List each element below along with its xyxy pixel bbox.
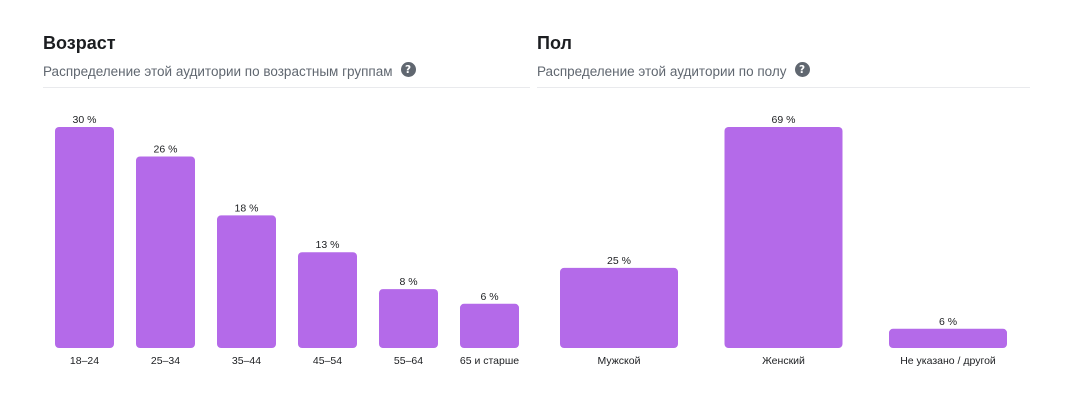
age-chart-title: Возраст	[43, 33, 116, 53]
gender-value-label: 25 %	[607, 255, 631, 267]
gender-divider	[537, 87, 1030, 88]
age-bar	[55, 127, 114, 348]
gender-category-label: Не указано / другой	[900, 355, 996, 367]
gender-bar	[889, 328, 1007, 348]
age-category-label: 25–34	[151, 355, 180, 367]
age-divider	[43, 87, 530, 88]
age-bar-chart: 30 % 18–24 26 % 25–34 18 % 35–44 13 % 45–54 8 % 5…	[55, 114, 519, 367]
age-value-label: 26 %	[154, 143, 178, 155]
gender-bar-chart: 25 % Мужской 69 % Женский 6 % Не указано / др…	[560, 114, 1007, 367]
gender-value-label: 6 %	[939, 316, 957, 328]
age-bar	[136, 156, 195, 348]
age-category-label: 55–64	[394, 355, 423, 367]
age-bar	[217, 215, 276, 348]
age-bar	[298, 252, 357, 348]
age-value-label: 13 %	[316, 239, 340, 251]
gender-bar	[724, 127, 843, 348]
question-circle-icon[interactable]: ?	[400, 62, 416, 77]
gender-bar	[560, 267, 678, 348]
gender-chart-title: Пол	[537, 33, 572, 53]
gender-value-label: 69 %	[772, 114, 796, 126]
question-circle-icon[interactable]: ?	[794, 62, 810, 77]
gender-chart-subtitle: Распределение этой аудитории по полу ?	[537, 62, 810, 79]
age-subtitle-text: Распределение этой аудитории по возрастн…	[43, 64, 393, 79]
gender-category-label: Мужской	[598, 355, 641, 367]
age-bar	[379, 289, 438, 348]
age-value-label: 30 %	[73, 114, 97, 126]
age-value-label: 8 %	[399, 276, 417, 288]
age-value-label: 6 %	[480, 291, 498, 303]
age-category-label: 65 и старше	[460, 355, 519, 367]
age-category-label: 35–44	[232, 355, 261, 367]
age-category-label: 18–24	[70, 355, 99, 367]
gender-category-label: Женский	[762, 355, 805, 367]
age-category-label: 45–54	[313, 355, 342, 367]
age-value-label: 18 %	[235, 202, 259, 214]
age-chart-subtitle: Распределение этой аудитории по возрастн…	[43, 62, 416, 79]
gender-subtitle-text: Распределение этой аудитории по полу	[537, 64, 787, 79]
age-bar	[460, 303, 519, 348]
